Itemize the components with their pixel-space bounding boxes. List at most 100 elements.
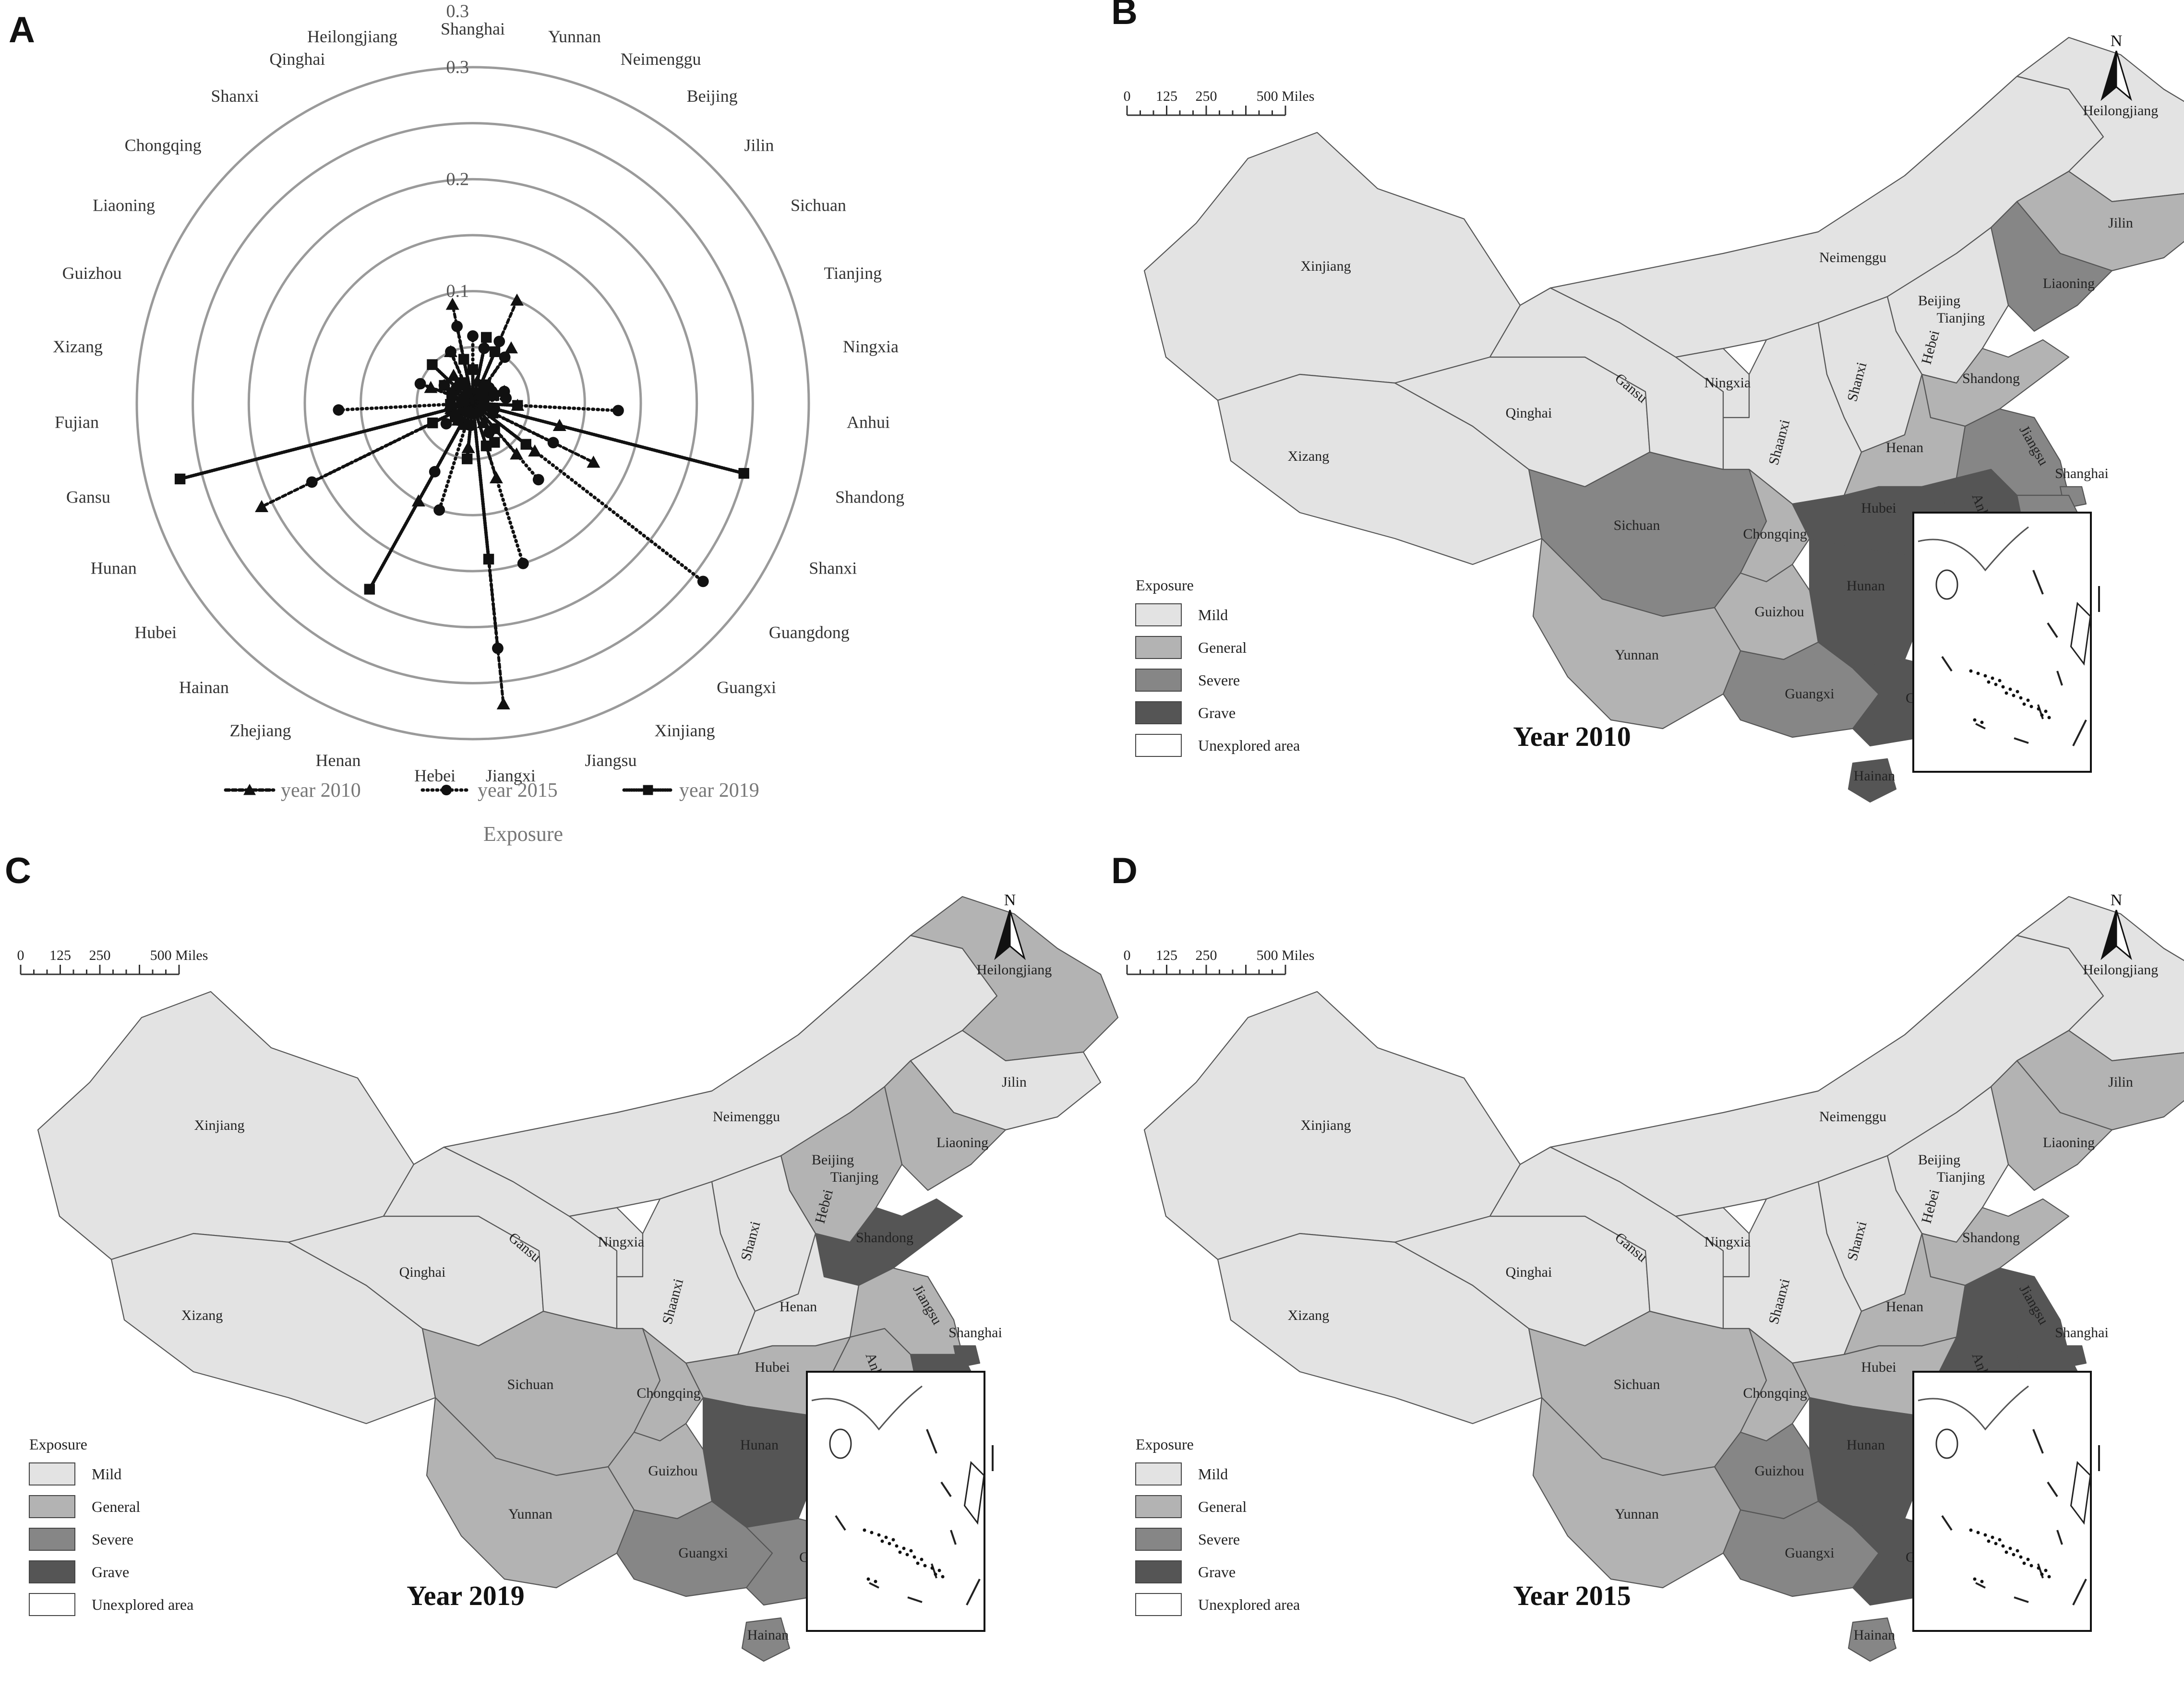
legend-marker: [441, 784, 452, 796]
inset-island-dot: [2029, 1564, 2033, 1568]
map-legend-swatch: [29, 1495, 75, 1518]
radar-tick-label: 0.1: [446, 281, 469, 301]
radar-point: [587, 455, 600, 468]
radar-point: [512, 400, 523, 411]
south-china-sea-inset: [806, 1371, 985, 1632]
scale-bar: 0 125 250 500 Miles: [1124, 88, 1315, 116]
radar-ring: [135, 66, 810, 741]
inset-island-dot: [2016, 1549, 2019, 1553]
radar-point: [504, 341, 518, 354]
inset-island-dot: [888, 1542, 891, 1545]
radar-point: [427, 417, 438, 429]
province-label: Liaoning: [2043, 1135, 2095, 1150]
inset-frame: [806, 1371, 985, 1632]
map-legend-label: Unexplored area: [1198, 737, 1300, 754]
inset-island-dot: [912, 1555, 916, 1559]
panel-letter-a: A: [9, 10, 35, 50]
inset-island-dot: [2019, 696, 2023, 700]
inset-island-dot: [1980, 1580, 1984, 1583]
radar-category-label: Yunnan: [548, 27, 601, 46]
province-layer: [1143, 896, 2184, 1662]
inset-boundary-dash: [2032, 1429, 2044, 1454]
province-label: Beijing: [812, 1152, 854, 1168]
radar-category-label: Gansu: [66, 488, 110, 507]
map-legend-label: General: [1198, 1498, 1247, 1515]
province-label: Henan: [1886, 440, 1923, 455]
radar-category-label: Guangdong: [769, 623, 850, 642]
inset-coastline: [1918, 526, 2029, 572]
inset-island-dot: [2004, 1550, 2008, 1554]
province-label: Shanghai: [2055, 466, 2109, 481]
inset-island-dot: [1973, 718, 1977, 722]
map-legend-swatch: [1135, 701, 1182, 724]
province-label: Yunnan: [1615, 1506, 1659, 1522]
province-label: Hubei: [1861, 1359, 1896, 1375]
north-label: N: [2111, 32, 2123, 50]
radar-tick-label: 0.2: [446, 169, 469, 189]
scale-bar-label: 500 Miles: [1257, 947, 1315, 963]
map-legend-label: Severe: [92, 1531, 133, 1548]
province-label: Hainan: [1854, 768, 1896, 784]
legend-marker: [243, 784, 256, 795]
panel-letter: C: [5, 850, 31, 891]
province-label: Beijing: [1918, 293, 1960, 309]
map-legend-swatch: [1135, 1462, 1182, 1485]
north-arrow-left-icon: [2100, 50, 2117, 101]
radar-point: [493, 335, 505, 347]
radar-point: [492, 642, 504, 654]
inset-boundary-dash: [2056, 671, 2063, 686]
radar-point: [489, 423, 500, 434]
south-china-sea-inset: [1912, 1371, 2092, 1632]
year-label: Year 2010: [1513, 721, 1631, 752]
radar-ring: [360, 290, 586, 516]
inset-island-dot: [866, 1577, 870, 1581]
inset-boundary-dash: [950, 1530, 957, 1545]
radar-point: [467, 330, 479, 342]
inset-island-dot: [1969, 1528, 1973, 1532]
inset-island-dot: [2047, 716, 2051, 719]
inset-island-dot: [1980, 720, 1984, 724]
taiwan-island: [2070, 1461, 2091, 1525]
inset-island-dot: [905, 1553, 909, 1557]
map-legend-swatch: [1135, 1593, 1182, 1616]
radar-point: [483, 553, 494, 565]
scale-bar-label: 500 Miles: [1257, 88, 1315, 104]
scale-bar-label: 125: [49, 947, 71, 963]
inset-boundary-dash: [940, 1481, 952, 1497]
radar-category-label: Hainan: [179, 678, 229, 697]
inset-island-dot: [2026, 1557, 2030, 1561]
radar-category-label: Shanghai: [441, 19, 505, 38]
radar-point: [697, 575, 709, 587]
province-heilongjiang: [2016, 896, 2184, 1062]
radar-point: [520, 439, 531, 450]
inset-island-dot: [898, 1550, 902, 1554]
radar-point: [306, 476, 318, 488]
radar-axis-title: Exposure: [483, 822, 563, 846]
inset-frame: [1912, 512, 2092, 773]
taiwan-island: [963, 1461, 985, 1525]
inset-island-dot: [1976, 1531, 1980, 1534]
radar-category-label: Hubei: [134, 623, 177, 642]
inset-boundary-dash: [2047, 1481, 2058, 1497]
scale-bar-label: 0: [1124, 947, 1131, 963]
province-label: Guizhou: [648, 1463, 697, 1479]
radar-legend: year 2010 year 2015 year 2019: [224, 779, 759, 802]
inset-island: [1935, 569, 1958, 600]
radar-point: [445, 399, 456, 410]
inset-boundary-dash: [1975, 723, 1986, 730]
inset-island-dot: [1973, 1577, 1977, 1581]
radar-spoke: [178, 401, 475, 481]
province-label: Jilin: [2108, 1074, 2133, 1090]
inset-island-dot: [2012, 1553, 2016, 1557]
inset-island-dot: [2044, 709, 2048, 713]
map-legend-title: Exposure: [1136, 576, 1194, 594]
province-label: Tianjing: [1937, 310, 1985, 326]
inset-boundary-dash: [835, 1515, 846, 1531]
inset-island-dot: [870, 1531, 874, 1534]
map-legend-label: Unexplored area: [1198, 1596, 1300, 1613]
radar-point: [480, 332, 492, 343]
province-hainan: [741, 1617, 791, 1662]
province-hainan: [1848, 758, 1897, 803]
